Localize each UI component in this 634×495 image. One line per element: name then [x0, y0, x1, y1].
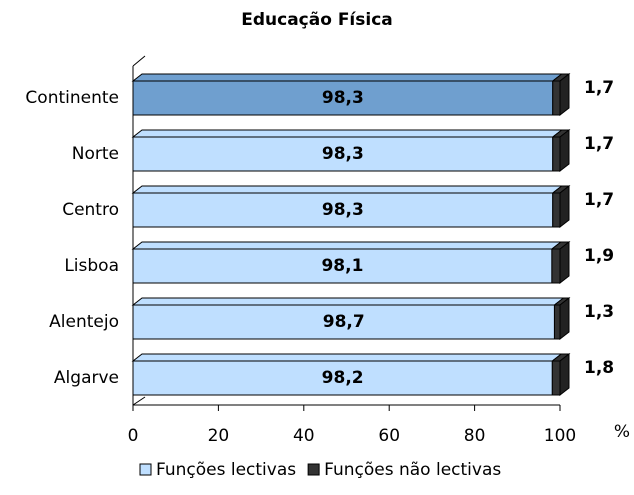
y-tick-label: Algarve [54, 368, 119, 388]
value-label: 1,7 [584, 134, 614, 154]
value-label: 98,3 [322, 88, 364, 108]
bar-top [131, 353, 563, 362]
x-tick-label: 20 [208, 426, 230, 446]
bar [553, 304, 561, 340]
x-tick-label: 80 [464, 426, 486, 446]
bar [132, 192, 554, 228]
value-label: 1,8 [584, 358, 614, 378]
y-tick-label: Norte [72, 144, 119, 164]
bar-side [559, 352, 570, 397]
bar [551, 248, 561, 284]
bar [132, 80, 554, 116]
legend-label: Funções lectivas [156, 460, 296, 480]
legend-swatch [139, 463, 152, 476]
chart-title: Educação Física [241, 10, 393, 30]
bar-top [131, 241, 563, 250]
y-tick-label: Continente [25, 88, 119, 108]
value-label: 98,3 [322, 200, 364, 220]
wall-edge [132, 55, 146, 67]
value-label: 98,3 [322, 144, 364, 164]
bar-top [131, 73, 564, 82]
y-tick-label: Lisboa [64, 256, 119, 276]
y-tick-label: Centro [62, 200, 119, 220]
wall-edge [132, 396, 146, 406]
value-label: 98,7 [323, 312, 365, 332]
bar [552, 192, 561, 228]
y-tick-label: Alentejo [49, 312, 119, 332]
value-label: 1,9 [584, 246, 614, 266]
bar [552, 80, 561, 116]
legend-label: Funções não lectivas [324, 460, 501, 480]
bar [132, 136, 554, 172]
bar [132, 304, 555, 340]
value-label: 1,7 [584, 78, 614, 98]
bar-top [131, 185, 564, 194]
bar [132, 360, 553, 396]
bar-side [559, 240, 570, 285]
bar-side [559, 72, 570, 117]
x-axis-label: % [614, 422, 630, 442]
value-label: 98,2 [322, 368, 364, 388]
x-tick-label: 60 [378, 426, 400, 446]
x-tick-label: 0 [128, 426, 139, 446]
bar-top [131, 297, 565, 306]
value-label: 1,7 [584, 190, 614, 210]
x-tick-label: 100 [544, 426, 576, 446]
bar-side [559, 296, 570, 341]
bar-side [559, 128, 570, 173]
bar [551, 360, 561, 396]
legend-swatch [307, 463, 320, 476]
x-tick-label: 40 [293, 426, 315, 446]
bar [552, 136, 561, 172]
value-label: 1,3 [584, 302, 614, 322]
bar-side [559, 184, 570, 229]
value-label: 98,1 [321, 256, 363, 276]
bar-top [131, 129, 564, 138]
